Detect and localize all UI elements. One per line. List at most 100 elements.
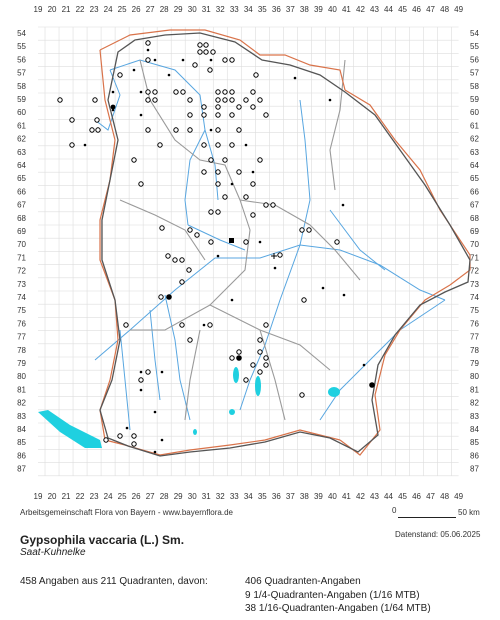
grid-label-x: 29: [174, 5, 183, 14]
grid-label-x: 33: [230, 492, 239, 501]
record-open-circle: [131, 433, 137, 439]
record-open-circle: [236, 127, 242, 133]
record-open-circle: [165, 253, 171, 259]
record-large-dot: [166, 294, 172, 300]
scale-bar: 0 50 km: [392, 506, 482, 522]
grid-label-x: 40: [328, 5, 337, 14]
grid-label-y: 78: [470, 346, 479, 355]
record-open-circle: [229, 97, 235, 103]
grid-label-y: 77: [17, 333, 26, 342]
grid-label-x: 21: [62, 5, 71, 14]
grid-labels-top: 19 20 21 22 23 24 25 26 27 28 29 30 31 32 33 34 35 36 37 38…: [34, 5, 464, 14]
data-date: Datenstand: 05.06.2025: [395, 530, 481, 539]
record-open-circle: [201, 142, 207, 148]
record-open-circle: [222, 157, 228, 163]
grid-label-y: 67: [17, 201, 26, 210]
record-filled-dot: [244, 143, 248, 147]
record-open-circle: [207, 67, 213, 73]
grid-label-y: 66: [17, 187, 26, 196]
grid-label-y: 64: [17, 161, 26, 170]
grid-label-y: 75: [17, 306, 26, 315]
grid-label-x: 40: [328, 492, 337, 501]
grid-label-y: 70: [17, 240, 26, 249]
river-iller: [119, 329, 131, 431]
lake-tegernsee: [193, 429, 197, 435]
record-open-circle: [197, 49, 203, 55]
record-filled-dot: [342, 293, 346, 297]
grid-label-y: 60: [470, 108, 479, 117]
record-open-circle: [173, 127, 179, 133]
record-open-circle: [257, 337, 263, 343]
record-open-circle: [187, 97, 193, 103]
common-name: Saat-Kuhnelke: [20, 547, 86, 558]
grid-label-x: 31: [202, 492, 211, 501]
record-open-circle: [257, 97, 263, 103]
record-open-circle: [229, 57, 235, 63]
record-open-circle: [229, 355, 235, 361]
grid-label-y: 82: [470, 399, 479, 408]
record-filled-dot: [321, 286, 325, 290]
record-open-circle: [92, 97, 98, 103]
record-open-circle: [95, 127, 101, 133]
grid-label-x: 34: [244, 492, 253, 501]
record-filled-dot: [258, 240, 262, 244]
record-open-circle: [236, 169, 242, 175]
grid-label-x: 43: [370, 492, 379, 501]
grid-label-y: 62: [17, 135, 26, 144]
record-open-circle: [103, 437, 109, 443]
grid-label-y: 58: [470, 82, 479, 91]
grid-label-x: 36: [272, 492, 281, 501]
grid-label-y: 61: [17, 121, 26, 130]
grid-label-y: 58: [17, 82, 26, 91]
record-open-circle: [243, 97, 249, 103]
record-filled-dot: [125, 426, 129, 430]
grid-label-x: 33: [230, 5, 239, 14]
record-open-circle: [187, 337, 193, 343]
record-open-circle: [57, 97, 63, 103]
lakes: [38, 367, 340, 448]
grid-label-y: 80: [470, 372, 479, 381]
grid-label-y: 68: [17, 214, 26, 223]
record-open-circle: [157, 142, 163, 148]
grid-label-x: 37: [286, 5, 295, 14]
grid-label-x: 47: [426, 492, 435, 501]
grid-label-y: 86: [470, 451, 479, 460]
grid-label-y: 71: [470, 253, 479, 262]
record-open-circle: [172, 257, 178, 263]
record-filled-dot: [209, 58, 213, 62]
record-large-dot: [369, 382, 375, 388]
record-open-circle: [131, 157, 137, 163]
grid-label-y: 54: [17, 29, 26, 38]
record-open-circle: [145, 89, 151, 95]
grid-labels-left: 54 55 56 57 58 59 60 61 62 63 64 65 66 67 68 69 70 71 72 73…: [17, 29, 26, 474]
record-open-circle: [123, 322, 129, 328]
grid-label-x: 27: [146, 5, 155, 14]
grid-label-x: 46: [412, 5, 421, 14]
record-filled-dot: [139, 388, 143, 392]
record-filled-dot: [202, 323, 206, 327]
grid-label-y: 87: [470, 465, 479, 474]
lake-ammersee: [233, 367, 239, 383]
record-open-circle: [159, 225, 165, 231]
grid-label-y: 72: [470, 267, 479, 276]
record-filled-dot: [111, 90, 115, 94]
distribution-map: 19 20 21 22 23 24 25 26 27 28 29 30 31 32 33 34 35 36 37 38…: [17, 5, 479, 501]
record-open-circle: [203, 42, 209, 48]
grid-label-x: 19: [34, 492, 43, 501]
record-filled-dot: [153, 58, 157, 62]
record-filled-dot: [293, 76, 297, 80]
record-filled-dot: [341, 203, 345, 207]
grid-label-x: 41: [342, 5, 351, 14]
record-open-circle: [334, 239, 340, 245]
record-open-circle: [152, 89, 158, 95]
record-open-circle: [236, 104, 242, 110]
grid-label-x: 39: [314, 492, 323, 501]
record-open-circle: [243, 377, 249, 383]
grid-label-x: 19: [34, 5, 43, 14]
record-open-circle: [215, 169, 221, 175]
record-open-circle: [208, 239, 214, 245]
grid-label-x: 26: [132, 5, 141, 14]
grid-label-y: 69: [470, 227, 479, 236]
grid-labels-bottom: 19 20 21 22 23 24 25 26 27 28 29 30 31 32 33 34 35 36 37 38…: [34, 492, 464, 501]
record-filled-dot: [209, 128, 213, 132]
